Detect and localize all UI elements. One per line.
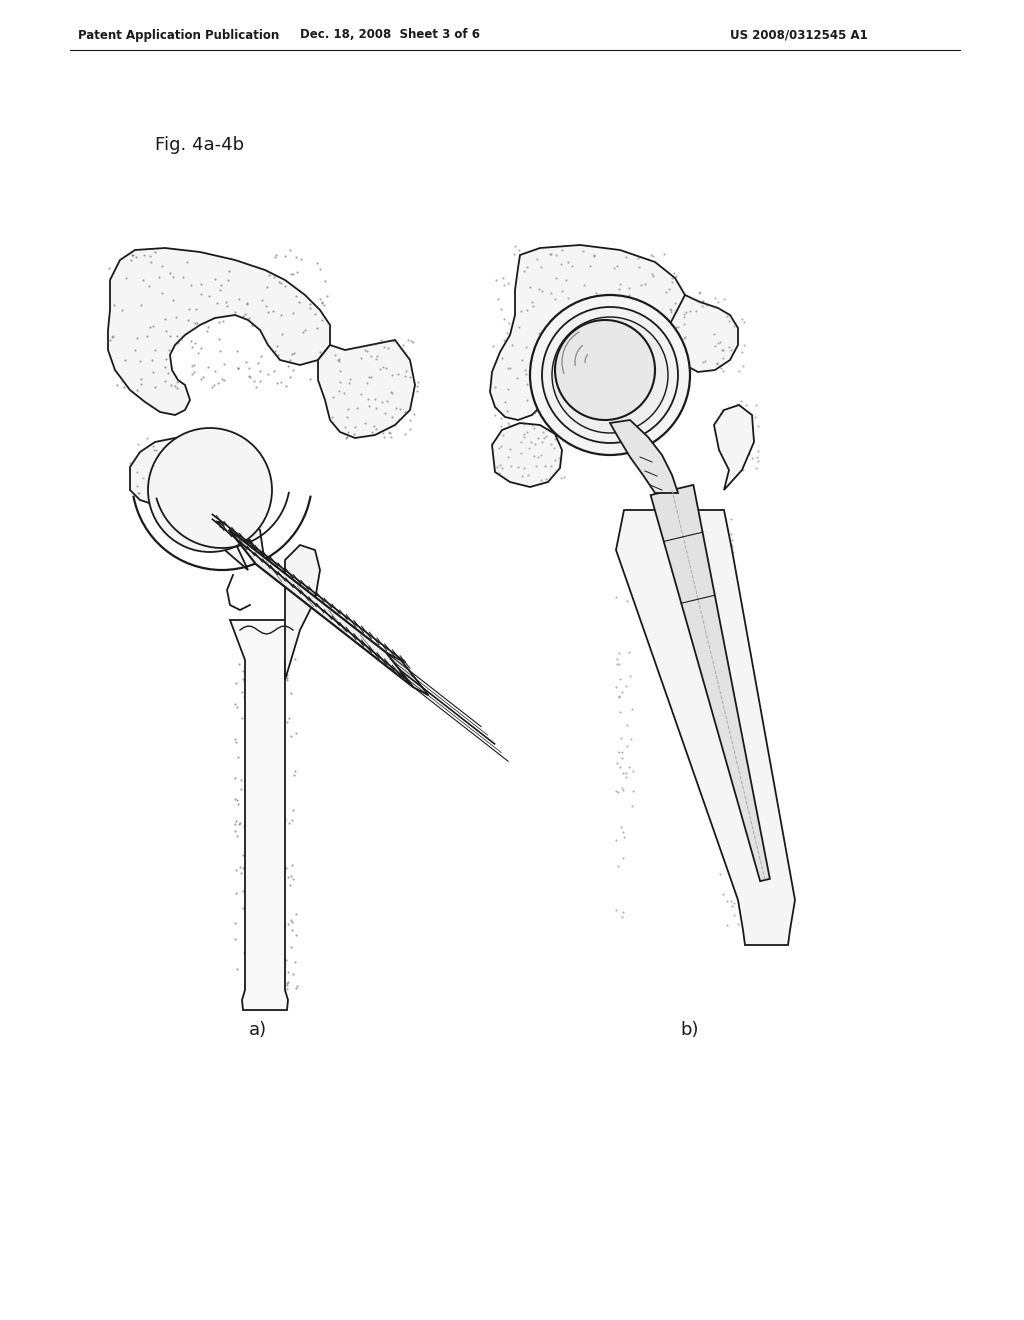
Text: US 2008/0312545 A1: US 2008/0312545 A1 — [730, 29, 867, 41]
Polygon shape — [492, 422, 562, 487]
Polygon shape — [285, 545, 319, 680]
Polygon shape — [108, 248, 330, 414]
Polygon shape — [386, 652, 429, 696]
Polygon shape — [616, 510, 795, 945]
Polygon shape — [230, 620, 300, 1010]
Polygon shape — [714, 405, 754, 490]
Polygon shape — [650, 484, 770, 882]
Text: Fig. 4a-4b: Fig. 4a-4b — [155, 136, 244, 154]
Circle shape — [555, 319, 655, 420]
Polygon shape — [490, 246, 685, 420]
Polygon shape — [130, 438, 210, 508]
Polygon shape — [318, 341, 415, 438]
Text: Patent Application Publication: Patent Application Publication — [78, 29, 280, 41]
Text: Dec. 18, 2008  Sheet 3 of 6: Dec. 18, 2008 Sheet 3 of 6 — [300, 29, 480, 41]
Circle shape — [552, 317, 668, 433]
Text: a): a) — [249, 1020, 267, 1039]
Circle shape — [530, 294, 690, 455]
Polygon shape — [670, 294, 738, 372]
Polygon shape — [610, 420, 678, 492]
Circle shape — [542, 308, 678, 444]
Text: b): b) — [681, 1020, 699, 1039]
Polygon shape — [228, 529, 414, 688]
Polygon shape — [190, 515, 265, 570]
Circle shape — [148, 428, 272, 552]
